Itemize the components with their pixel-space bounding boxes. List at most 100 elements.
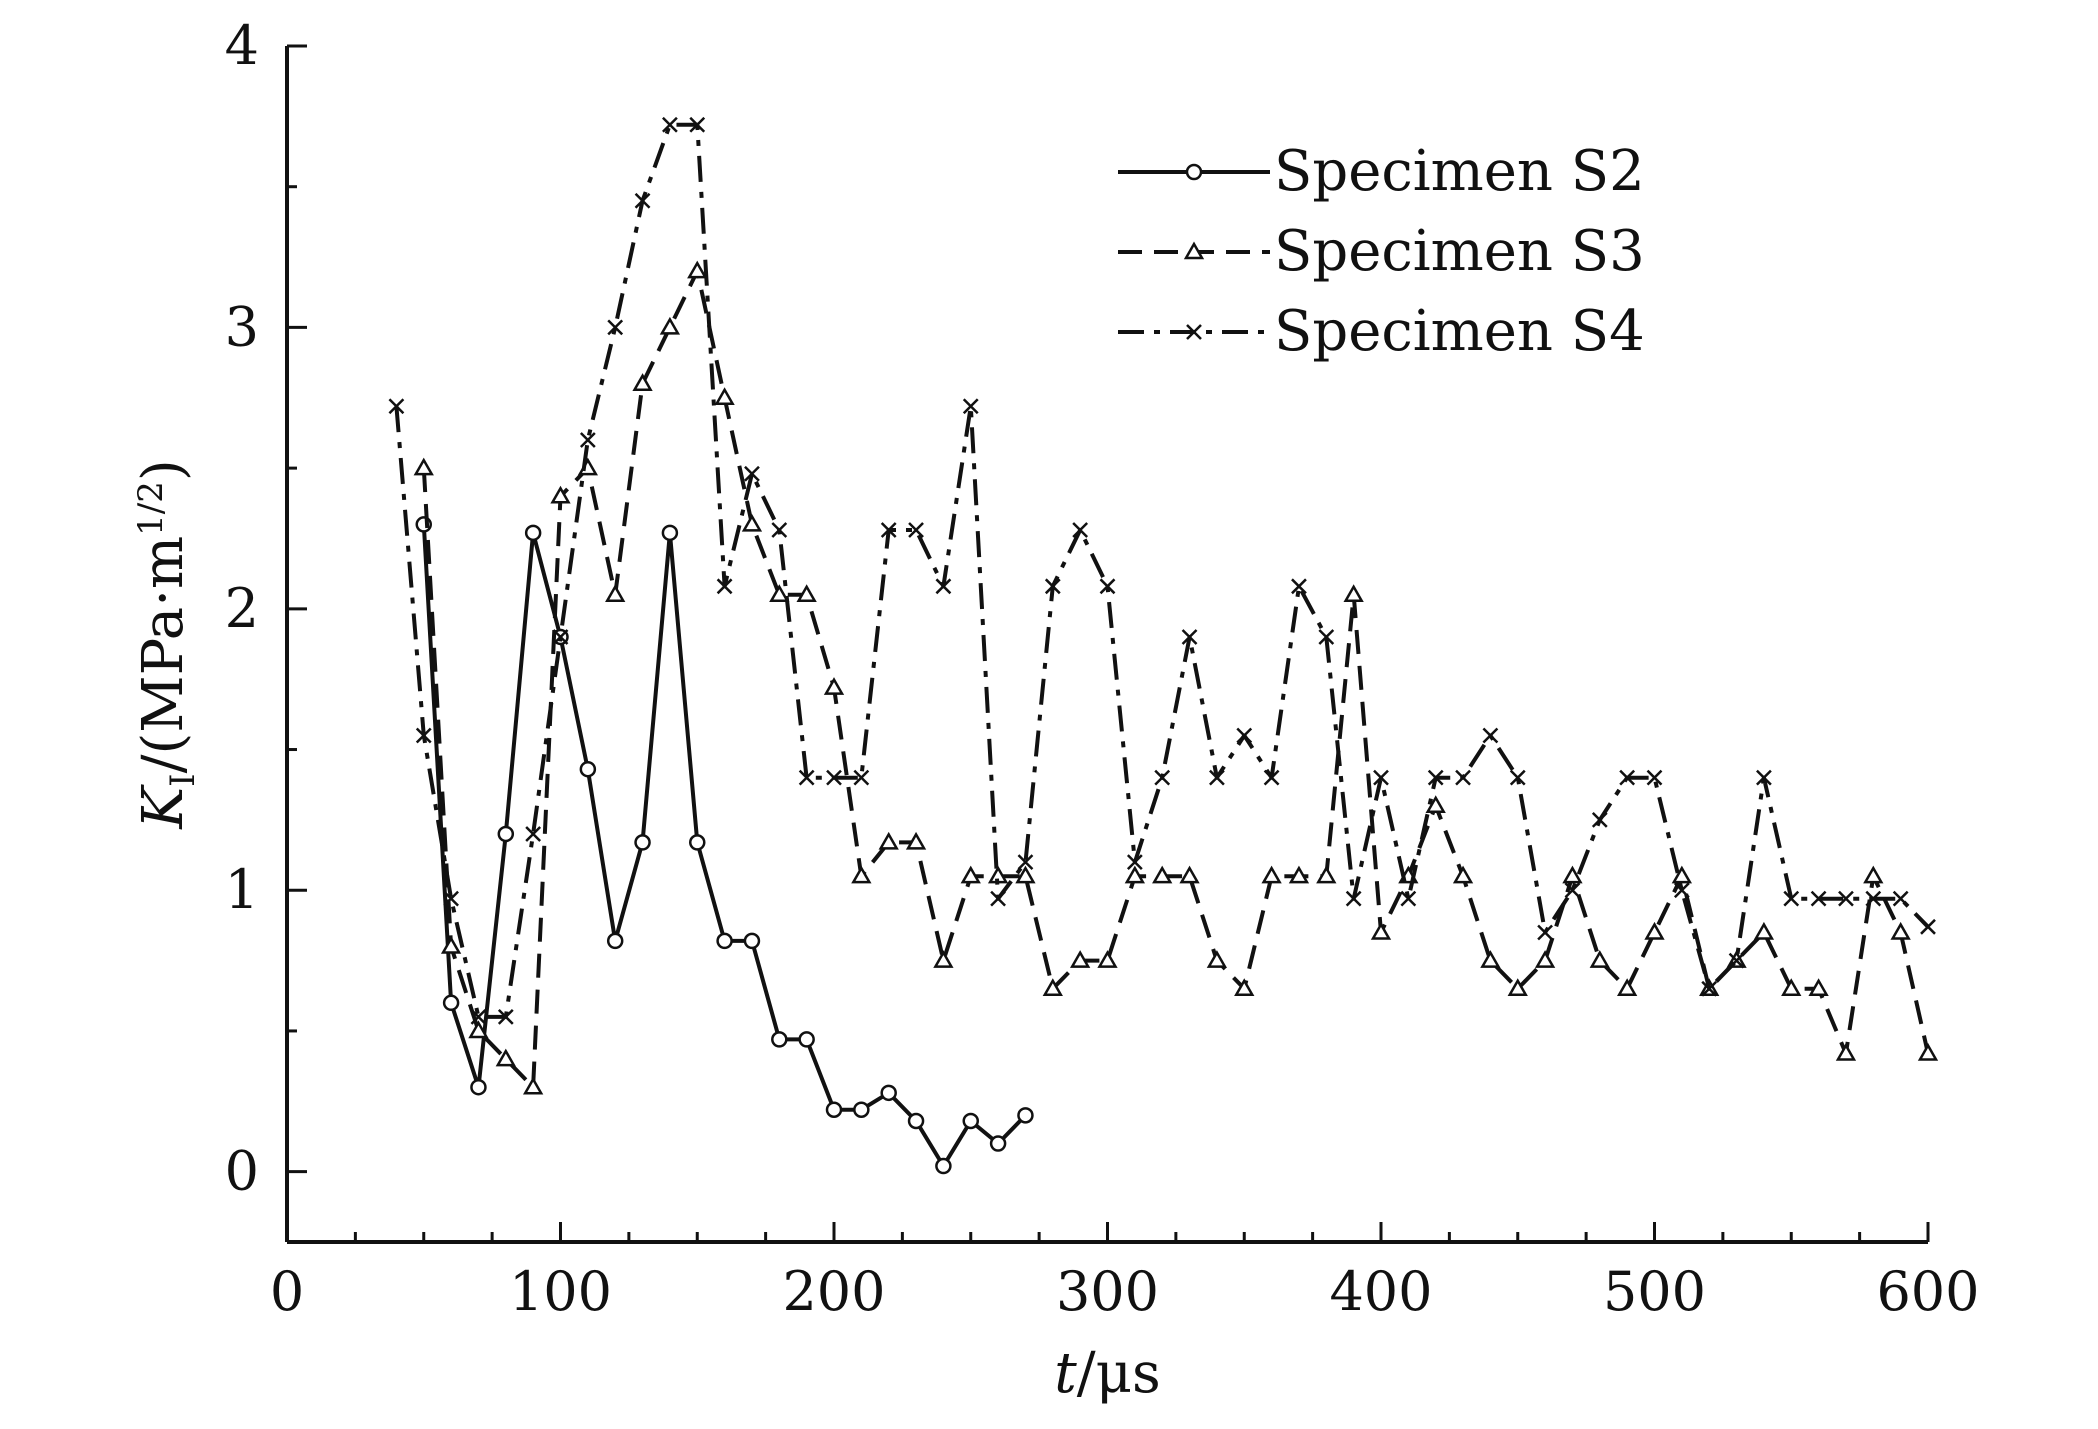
data-point [525, 826, 542, 842]
data-point [933, 950, 954, 968]
data-point [1562, 865, 1583, 884]
data-point [851, 865, 872, 884]
legend-label: Specimen S3 [1274, 219, 1645, 284]
x-axis-title-unit: /μs [1077, 1341, 1161, 1406]
ticks [285, 44, 1930, 1242]
data-point [1318, 629, 1335, 645]
data-point [1756, 769, 1772, 786]
data-point [1591, 811, 1608, 828]
tick-labels: 0 100 200 300 400 500 600 0 1 2 3 4 [225, 14, 1980, 1323]
data-point [1838, 890, 1854, 907]
data-point [497, 825, 515, 843]
data-point [1236, 727, 1253, 744]
data-point [606, 932, 624, 950]
data-point [880, 522, 897, 538]
data-point [771, 522, 788, 538]
data-point [989, 1135, 1007, 1152]
y-axis-title-close: ) [131, 459, 196, 481]
data-point [1069, 950, 1091, 968]
data-point [661, 524, 679, 542]
data-point [497, 1008, 514, 1025]
data-point [1291, 578, 1307, 595]
data-point [1427, 769, 1444, 786]
data-point [1564, 882, 1581, 899]
data-point [388, 398, 405, 415]
data-point [689, 834, 706, 851]
data-point [1099, 578, 1116, 595]
data-point [579, 432, 596, 448]
data-point [880, 1084, 897, 1102]
legend-item: Specimen S2 [1118, 139, 1645, 204]
data-point [1728, 952, 1745, 969]
data-point [798, 1031, 815, 1048]
y-axis-title: KI/(MPa·m1/2) [131, 459, 203, 829]
data-point [853, 769, 870, 786]
data-point [826, 769, 842, 786]
x-axis-title: t/μs [1054, 1341, 1161, 1406]
series-3 [388, 116, 1936, 1025]
data-point [962, 1112, 979, 1130]
data-point [716, 578, 733, 595]
data-point [798, 769, 815, 786]
y-axis-title-sup: 1/2 [131, 481, 171, 536]
y-tick-label: 3 [225, 295, 259, 358]
data-point [1288, 865, 1310, 884]
data-point [1537, 924, 1553, 941]
data-point [1507, 978, 1528, 996]
data-point [1890, 921, 1911, 940]
data-point [1345, 890, 1362, 907]
data-point [550, 485, 571, 504]
series-2 [413, 260, 1939, 1095]
series-layer [388, 116, 1939, 1175]
y-tick-label: 1 [225, 858, 259, 921]
data-point [1509, 769, 1526, 786]
data-point [990, 890, 1006, 907]
data-point [908, 522, 924, 538]
data-point [687, 260, 708, 279]
data-point [823, 677, 845, 695]
data-point [1673, 882, 1690, 899]
data-point [1917, 1042, 1939, 1061]
data-point [524, 524, 542, 542]
data-point [1808, 978, 1829, 996]
data-point [935, 1157, 952, 1175]
data-point [1835, 1042, 1857, 1061]
data-point [1179, 865, 1200, 884]
data-point [905, 831, 927, 850]
x-tick-label: 600 [1876, 1260, 1979, 1323]
data-point [662, 116, 678, 133]
data-point [1209, 769, 1225, 786]
data-point [1261, 865, 1282, 884]
data-point [1263, 769, 1280, 786]
x-tick-label: 300 [1056, 1260, 1159, 1323]
x-tick-label: 400 [1329, 1260, 1432, 1323]
data-point [632, 373, 653, 391]
data-point [960, 865, 981, 884]
data-point [1783, 890, 1800, 907]
data-point [714, 387, 735, 406]
x-tick-label: 0 [270, 1260, 304, 1323]
data-point [1480, 950, 1501, 968]
data-point [634, 192, 651, 209]
y-axis-title-var: K [131, 784, 196, 830]
data-point [907, 1112, 925, 1130]
data-point [1701, 980, 1718, 997]
data-point [1863, 865, 1884, 884]
data-point [769, 584, 790, 603]
data-point [1152, 865, 1173, 884]
data-point [1810, 890, 1827, 907]
data-point [1017, 1107, 1034, 1124]
data-point [743, 932, 761, 950]
data-point [440, 935, 462, 954]
x-tick-label: 100 [509, 1260, 612, 1323]
data-point [741, 513, 763, 532]
data-point [468, 1020, 489, 1039]
data-point [1206, 950, 1228, 968]
legend-label: Specimen S2 [1274, 139, 1645, 204]
data-point [1671, 865, 1693, 884]
data-point [413, 457, 434, 476]
data-point [1482, 727, 1499, 744]
data-point [1455, 769, 1471, 786]
data-point [1865, 890, 1882, 907]
data-point [1015, 865, 1036, 884]
